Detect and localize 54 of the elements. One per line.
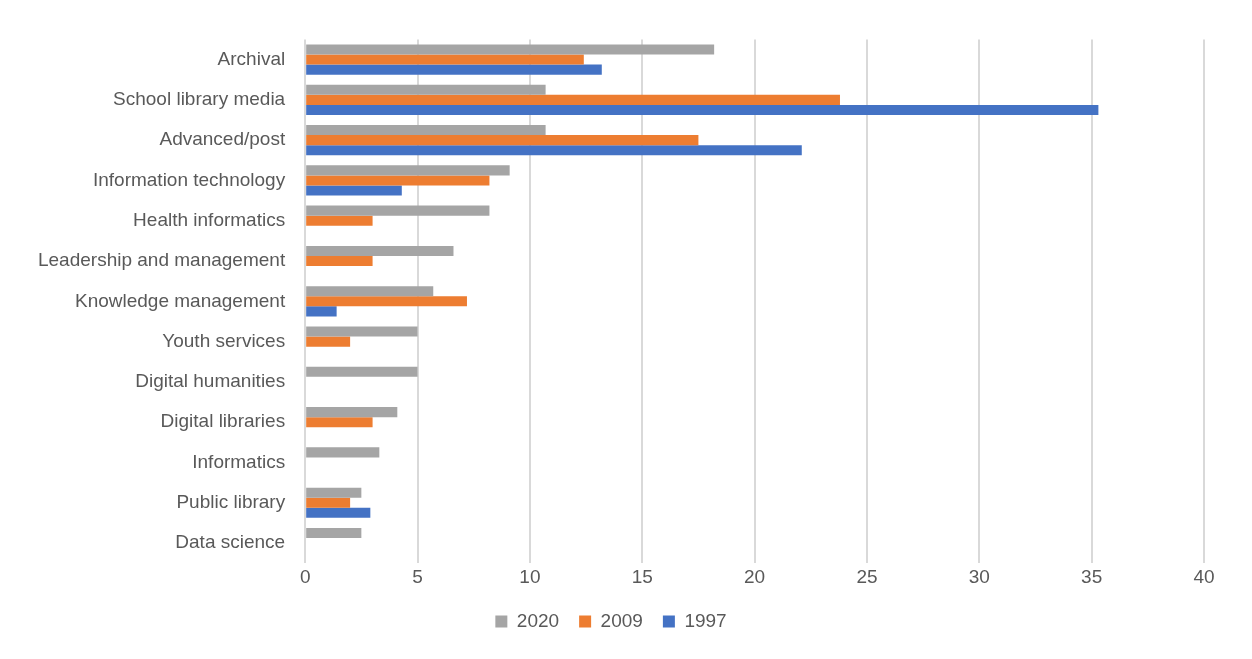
bar — [306, 44, 715, 55]
y-tick-label: Informatics — [192, 450, 286, 472]
bar — [306, 336, 351, 347]
bar — [306, 407, 398, 418]
bar — [306, 165, 510, 176]
legend-label: 2020 — [516, 609, 560, 631]
y-tick-label: Digital humanities — [135, 370, 286, 392]
y-tick-label: Data science — [175, 531, 286, 553]
y-tick-label: Youth services — [162, 329, 286, 351]
x-tick-label: 25 — [856, 565, 878, 587]
x-tick-label: 5 — [412, 565, 423, 587]
y-tick-label: School library media — [113, 88, 286, 110]
bar — [306, 125, 546, 136]
bar — [306, 215, 373, 226]
bar — [306, 366, 418, 377]
bar — [306, 286, 434, 297]
x-tick-label: 30 — [968, 565, 990, 587]
y-tick-label: Leadership and management — [37, 249, 286, 271]
bar — [306, 497, 351, 508]
bar — [306, 447, 380, 458]
bar — [306, 84, 546, 95]
legend-label: 1997 — [684, 609, 727, 631]
bar — [306, 135, 699, 146]
x-tick-label: 15 — [631, 565, 653, 587]
bar — [306, 306, 337, 317]
y-tick-label: Public library — [176, 491, 286, 512]
y-tick-label: Health informatics — [133, 208, 286, 230]
bar — [306, 245, 454, 256]
bar — [306, 205, 490, 216]
bar — [306, 326, 418, 337]
bar — [306, 54, 584, 65]
x-tick-label: 10 — [519, 565, 541, 587]
x-tick-label: 35 — [1081, 565, 1103, 587]
x-tick-label: 0 — [299, 565, 311, 587]
bar — [306, 507, 371, 518]
bar — [306, 145, 802, 156]
bar — [306, 296, 467, 307]
bar — [306, 527, 362, 539]
bar — [306, 255, 373, 267]
bar — [306, 185, 402, 196]
y-tick-label: Knowledge management — [74, 289, 286, 311]
y-tick-label: Advanced/post — [159, 128, 286, 150]
bar — [306, 417, 373, 428]
bar — [306, 175, 490, 186]
y-tick-label: Digital libraries — [160, 410, 286, 432]
y-tick-label: Information technology — [92, 168, 286, 190]
bar — [306, 104, 1099, 115]
bar — [306, 64, 602, 75]
x-tick-label: 20 — [744, 565, 766, 587]
y-tick-label: Archival — [217, 47, 286, 69]
x-tick-label: 40 — [1193, 565, 1215, 587]
bar — [306, 94, 840, 105]
legend-label: 2009 — [600, 609, 643, 631]
bar — [306, 487, 362, 498]
